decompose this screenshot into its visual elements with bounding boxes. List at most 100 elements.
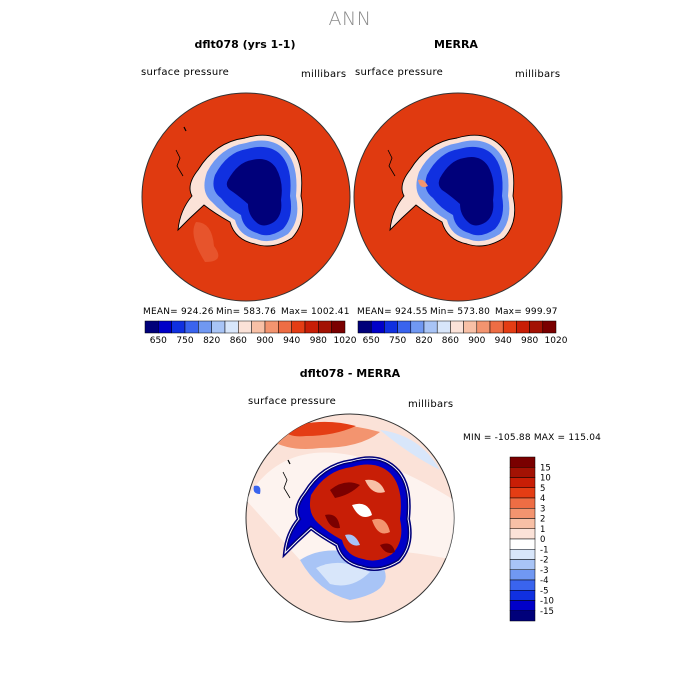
colorbar-tick-label: 900 — [468, 336, 485, 346]
colorbar-tick-label: 750 — [176, 336, 193, 346]
colorbar-swatch — [509, 528, 536, 540]
colorbar-swatch — [509, 497, 536, 509]
colorbar-tick-label: 820 — [415, 336, 432, 346]
colorbar-swatch — [509, 477, 536, 488]
variable-label-model: surface pressure — [141, 67, 230, 78]
colorbar-swatch — [476, 320, 491, 334]
colorbar-tick-label: 10 — [540, 474, 551, 484]
colorbar-swatch — [509, 518, 536, 529]
colorbar-swatch — [291, 320, 306, 334]
colorbar-swatch — [357, 320, 372, 334]
colorbar-swatch — [502, 320, 517, 334]
colorbar-tick-label: 980 — [310, 336, 327, 346]
stats-min-model: Min= 583.76 — [216, 307, 277, 317]
map-obs — [353, 92, 563, 302]
colorbar-swatch — [318, 320, 332, 334]
colorbar-tick-label: -3 — [540, 566, 548, 576]
colorbar-swatch — [516, 320, 530, 334]
colorbar-swatch — [144, 320, 159, 334]
colorbar-tick-label: -5 — [540, 586, 548, 596]
colorbar-swatch — [463, 320, 478, 334]
colorbar-swatch — [489, 320, 504, 334]
colorbar-tick-label: 750 — [389, 336, 406, 346]
colorbar-tick-label: 0 — [540, 535, 545, 545]
colorbar-swatch — [211, 320, 226, 334]
colorbar-swatch — [509, 559, 536, 570]
colorbar-swatch — [509, 456, 536, 468]
colorbar-swatch — [264, 320, 279, 334]
colorbar-tick-label: -2 — [540, 556, 548, 566]
colorbar-swatch — [509, 549, 536, 560]
colorbar-swatch — [370, 320, 385, 334]
colorbar-tick-label: 940 — [283, 336, 300, 346]
stats-max-model: Max= 1002.41 — [281, 307, 350, 317]
stats-max-obs: Max= 999.97 — [495, 307, 558, 317]
colorbar-swatch — [436, 320, 451, 334]
colorbar-swatch — [331, 320, 346, 334]
colorbar-model: 650 750 820 860 900 940 980 1020 — [144, 320, 357, 346]
colorbar-swatch — [509, 487, 536, 499]
colorbar-tick-label: 650 — [150, 336, 167, 346]
colorbar-swatch — [397, 320, 412, 334]
colorbar-swatch — [278, 320, 292, 334]
stats-mean-obs: MEAN= 924.55 — [357, 307, 428, 317]
colorbar-swatch — [509, 590, 536, 601]
colorbar-tick-label: 1020 — [545, 336, 568, 346]
panel-title-obs: MERRA — [434, 38, 478, 51]
diff-minmax: MIN = -105.88 MAX = 115.04 — [463, 433, 602, 443]
colorbar-swatch — [542, 320, 557, 334]
colorbar-tick-label: 900 — [256, 336, 273, 346]
panel-title-model: dflt078 (yrs 1-1) — [194, 38, 296, 51]
stats-min-obs: Min= 573.80 — [430, 307, 491, 317]
units-label-model: millibars — [301, 69, 347, 80]
colorbar-swatch — [509, 538, 536, 550]
colorbar-swatch — [384, 320, 398, 334]
colorbar-tick-label: 940 — [495, 336, 512, 346]
colorbar-tick-label: 5 — [540, 484, 545, 494]
colorbar-swatch — [198, 320, 212, 334]
colorbar-tick-label: 1 — [540, 525, 545, 535]
colorbar-swatch — [509, 610, 536, 622]
colorbar-swatch — [171, 320, 186, 334]
colorbar-tick-label: 820 — [203, 336, 220, 346]
colorbar-swatch — [509, 579, 536, 591]
colorbar-swatch — [251, 320, 266, 334]
colorbar-swatch — [224, 320, 239, 334]
units-label-diff: millibars — [408, 399, 454, 410]
map-model — [141, 92, 351, 302]
variable-label-obs: surface pressure — [355, 67, 444, 78]
colorbar-swatch — [184, 320, 199, 334]
colorbar-tick-label: 3 — [540, 504, 545, 514]
colorbar-tick-label: 4 — [540, 494, 545, 504]
map-diff — [245, 413, 455, 623]
colorbar-tick-label: 2 — [540, 515, 545, 525]
colorbar-tick-label: -15 — [540, 607, 554, 617]
colorbar-tick-label: 980 — [521, 336, 538, 346]
colorbar-swatch — [529, 320, 544, 334]
colorbar-tick-label: -4 — [540, 576, 548, 586]
colorbar-swatch — [509, 508, 536, 519]
colorbar-tick-label: 15 — [540, 463, 551, 473]
colorbar-tick-label: 860 — [230, 336, 247, 346]
season-title: ANN — [328, 8, 372, 30]
colorbar-tick-label: 860 — [442, 336, 459, 346]
colorbar-swatch — [450, 320, 464, 334]
diff-title: dflt078 - MERRA — [299, 367, 401, 380]
colorbar-swatch — [238, 320, 252, 334]
colorbar-tick-label: 650 — [363, 336, 380, 346]
colorbar-tick-label: -1 — [540, 545, 548, 555]
colorbar-swatch — [509, 467, 536, 478]
colorbar-swatch — [509, 569, 536, 581]
colorbar-swatch — [158, 320, 172, 334]
colorbar-swatch — [304, 320, 319, 334]
stats-mean-model: MEAN= 924.26 — [143, 307, 214, 317]
units-label-obs: millibars — [515, 69, 561, 80]
colorbar-tick-label: 1020 — [334, 336, 357, 346]
variable-label-diff: surface pressure — [248, 396, 337, 407]
colorbar-obs: 650 750 820 860 900 940 980 1020 — [357, 320, 568, 346]
colorbar-tick-label: -10 — [540, 597, 554, 607]
colorbar-swatch — [509, 600, 536, 611]
colorbar-swatch — [410, 320, 425, 334]
